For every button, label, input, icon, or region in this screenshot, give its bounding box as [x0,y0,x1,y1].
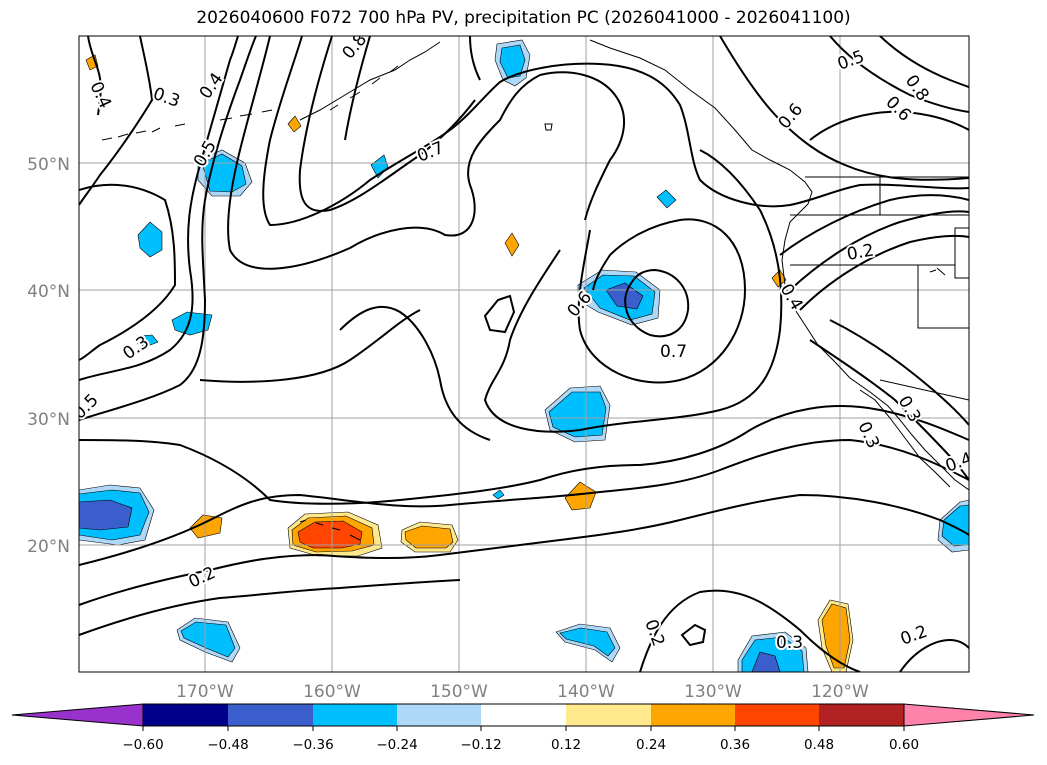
lat-label-20n: 20°N [27,537,70,557]
colorbar-tick-label: 0.24 [636,737,666,753]
lon-label-130w: 130°W [684,682,742,702]
colorbar-tick-label: −0.60 [122,737,163,753]
colorbar-bin [819,704,904,726]
lat-label-50n: 50°N [27,155,70,175]
precip-anomaly-central [577,269,661,326]
colorbar-extend-low [11,703,144,727]
pv-contour-05-west [79,36,257,421]
precip-anomaly-small-4 [370,154,389,179]
west-coast [589,39,969,491]
pv-contour-mid [339,305,491,441]
colorbar-tick-label: −0.24 [376,737,417,753]
colorbar-tick-label: 0.36 [720,737,750,753]
colorbar-bin [143,704,228,726]
contour-label: 0.3 [776,633,803,653]
lon-label-150w: 150°W [430,682,488,702]
precip-shading [79,39,969,672]
latitude-labels: 50°N 40°N 30°N 20°N [27,155,70,557]
pv-contour-08-nw [298,36,476,212]
pv-contour-06 [227,36,626,270]
pv-contour-02-south-3 [79,579,461,636]
precip-anomaly-south-2 [555,623,621,663]
precip-anomaly-south-1 [176,617,241,663]
precip-positive-small-3 [504,232,520,257]
hawaiian-islands [299,519,361,541]
precip-anomaly-hawaii-east [400,521,459,553]
precip-positive-small-5 [287,115,302,133]
pv-contour-05-central [483,149,783,433]
colorbar-bin [228,704,313,726]
colorbar-tick-label: −0.36 [292,737,333,753]
colorbar-tick-label: −0.12 [460,737,501,753]
pv-contour-08-northeast [879,36,969,88]
pv-contour-nw-1 [87,36,102,116]
lon-label-140w: 140°W [557,682,615,702]
pv-contour-04-east [799,234,969,311]
colorbar: −0.60 −0.48 −0.36 −0.24 −0.12 0.12 0.24 … [11,703,1035,753]
longitude-labels: 170°W 160°W 150°W 140°W 130°W 120°W [176,682,869,702]
precip-positive-small-2 [564,481,597,511]
colorbar-bin [651,704,735,726]
aleutian-coast [299,41,441,121]
pv-contour-small-central [483,294,516,334]
pv-contour-small-closed [680,623,707,647]
pv-contour-06-northeast [719,36,969,181]
lon-label-120w: 120°W [811,682,869,702]
contour-label: 0.7 [660,342,687,362]
pv-contour-nw-2 [79,36,154,206]
precip-anomaly-small-6 [492,489,505,500]
pv-contour-north-small [469,36,481,81]
lon-label-160w: 160°W [303,682,361,702]
precip-anomaly-south-3 [737,631,809,672]
precip-anomaly-west [79,484,155,546]
precip-anomaly-small-3 [135,334,159,348]
pv-contour-06-northeast-2 [809,110,969,141]
precip-anomaly-small-5 [656,189,677,209]
pv-contour-03-east [789,210,969,291]
pv-contour-04-west [79,36,239,381]
pv-contour-03-middle [79,405,969,505]
pv-contour-07 [262,36,969,227]
colorbar-bin [397,704,481,726]
colorbar-bin [313,704,397,726]
pv-contour-03-south [639,589,861,672]
pv-contour-02-southeast [899,638,969,672]
pv-contour-mid-west [199,309,421,383]
pv-contour-06-central [577,218,747,384]
colorbar-ticks: −0.60 −0.48 −0.36 −0.24 −0.12 0.12 0.24 … [122,737,919,753]
pv-contour-02-east [779,194,969,256]
graticule [79,36,969,672]
chart-title: 2026040600 F072 700 hPa PV, precipitatio… [196,8,851,28]
colorbar-bin [566,704,651,726]
precip-anomaly-small-2 [171,311,213,336]
precip-positive-small-1 [189,514,223,539]
pv-contour-02-south [79,438,969,566]
map-frame [78,35,970,673]
colorbar-tick-label: −0.48 [207,737,248,753]
lat-label-30n: 30°N [27,410,70,430]
pv-contour-07-central [624,268,690,338]
colorbar-tick-label: 0.60 [889,737,919,753]
small-island [544,123,553,131]
colorbar-tick-label: 0.48 [804,737,834,753]
precip-anomaly-alaska-gulf [494,39,531,87]
pv-contour-04-southeast [829,319,969,426]
colorbar-extend-high [903,703,1035,727]
pv-contour-03-southeast [809,339,969,481]
lon-label-170w: 170°W [176,682,234,702]
colorbar-bin [735,704,819,726]
colorbar-tick-label: 0.12 [551,737,581,753]
baja-california [859,389,951,488]
pv-contour-03-west [79,183,177,361]
pv-contour-02-south-2 [79,493,969,606]
pv-contour-05-northeast [829,36,969,113]
pv-contour-08-north [344,36,371,141]
lat-label-40n: 40°N [27,282,70,302]
precip-anomaly-small-1 [137,221,163,258]
pv-contours [79,36,969,672]
colorbar-bin [481,704,566,726]
